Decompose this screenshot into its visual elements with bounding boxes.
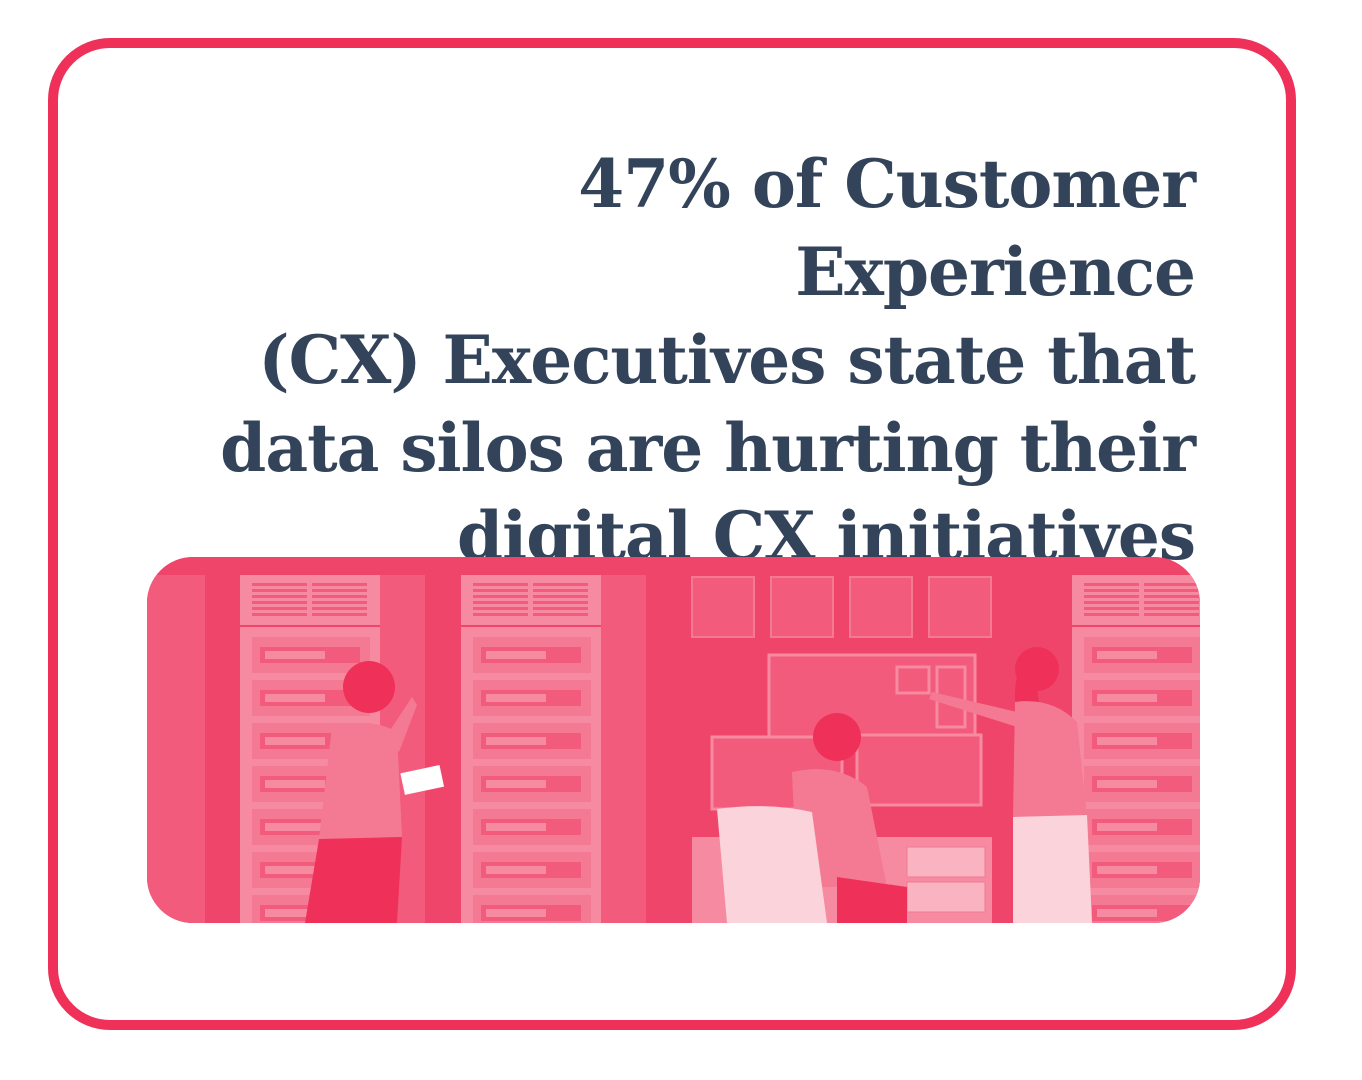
headline-line: 47% of Customer Experience (578, 145, 1196, 311)
headline-line: data silos are hurting their (220, 409, 1196, 487)
infographic-card (48, 38, 1296, 1030)
data-center-staff-illustration-icon (147, 557, 1200, 923)
headline: 47% of Customer Experience (CX) Executiv… (195, 140, 1196, 580)
headline-line: (CX) Executives state that (258, 321, 1196, 399)
